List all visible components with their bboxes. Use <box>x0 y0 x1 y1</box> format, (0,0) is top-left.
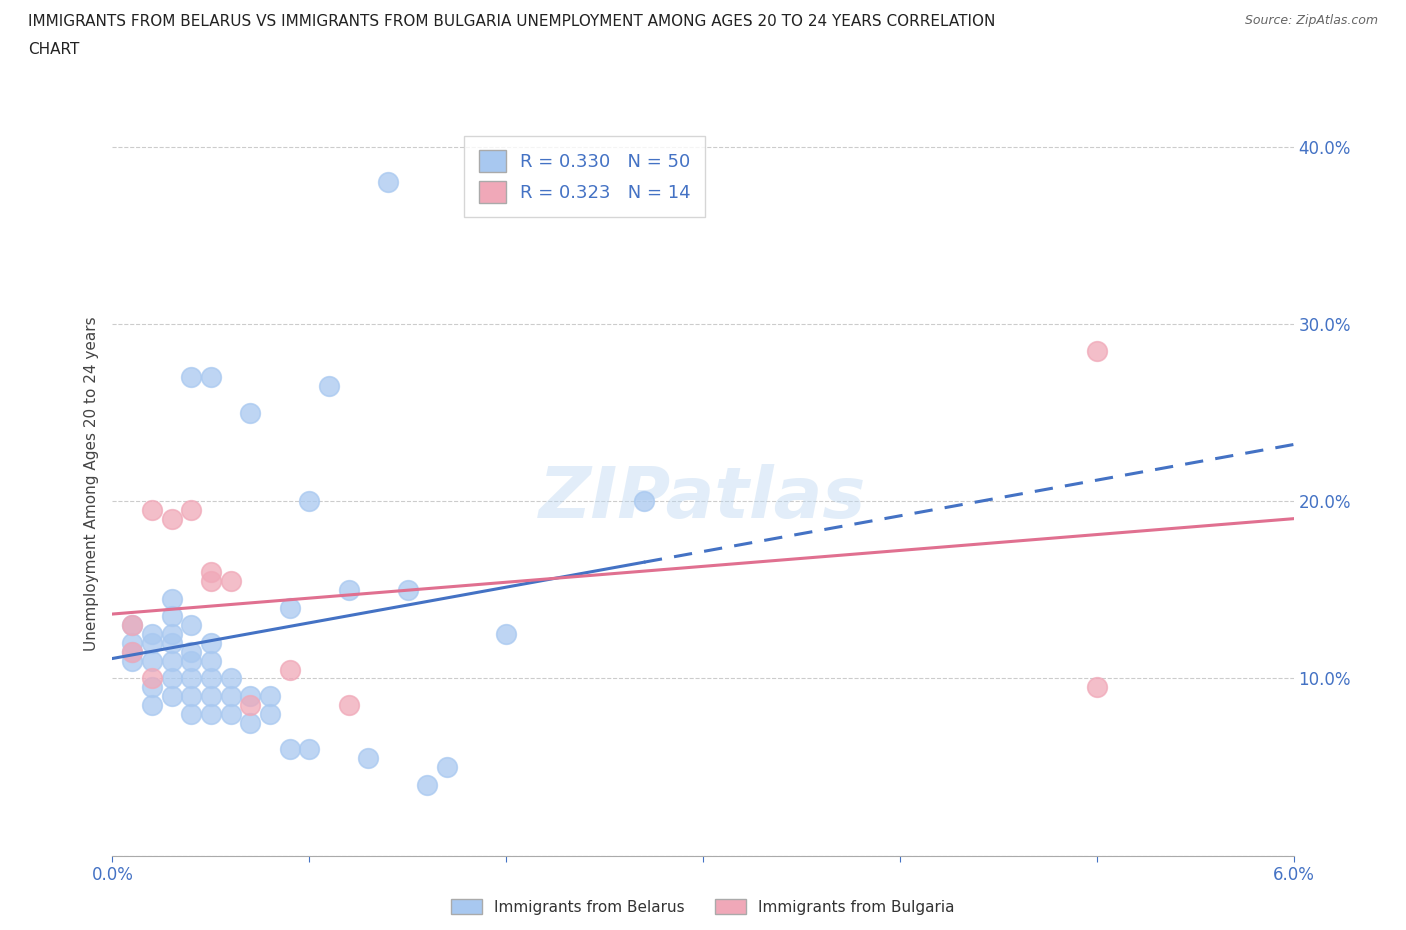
Point <box>160 671 183 686</box>
Text: IMMIGRANTS FROM BELARUS VS IMMIGRANTS FROM BULGARIA UNEMPLOYMENT AMONG AGES 20 T: IMMIGRANTS FROM BELARUS VS IMMIGRANTS FR… <box>28 14 995 29</box>
Point <box>357 751 380 765</box>
Point <box>239 698 262 712</box>
Legend: R = 0.330   N = 50, R = 0.323   N = 14: R = 0.330 N = 50, R = 0.323 N = 14 <box>464 136 706 218</box>
Y-axis label: Unemployment Among Ages 20 to 24 years: Unemployment Among Ages 20 to 24 years <box>83 316 98 651</box>
Point <box>180 689 202 704</box>
Point <box>633 494 655 509</box>
Point <box>200 574 222 589</box>
Point <box>180 503 202 518</box>
Point <box>318 379 340 393</box>
Point <box>141 698 163 712</box>
Point <box>200 635 222 650</box>
Point <box>200 689 222 704</box>
Point <box>121 618 143 632</box>
Point <box>239 689 262 704</box>
Point <box>121 644 143 659</box>
Point <box>180 370 202 385</box>
Point <box>180 653 202 668</box>
Point <box>337 582 360 597</box>
Point <box>160 591 183 606</box>
Point <box>239 405 262 420</box>
Point <box>416 777 439 792</box>
Text: ZIPatlas: ZIPatlas <box>540 464 866 533</box>
Point <box>219 689 242 704</box>
Point <box>1085 680 1108 695</box>
Point <box>180 671 202 686</box>
Point <box>160 627 183 642</box>
Point <box>141 671 163 686</box>
Point <box>337 698 360 712</box>
Point <box>141 627 163 642</box>
Point <box>121 618 143 632</box>
Point <box>278 742 301 757</box>
Point <box>259 707 281 722</box>
Point <box>160 635 183 650</box>
Point <box>1085 343 1108 358</box>
Point <box>160 609 183 624</box>
Point <box>160 689 183 704</box>
Point <box>141 653 163 668</box>
Point <box>141 503 163 518</box>
Point <box>180 644 202 659</box>
Point <box>219 671 242 686</box>
Point <box>239 715 262 730</box>
Point <box>141 635 163 650</box>
Point <box>278 662 301 677</box>
Point <box>298 494 321 509</box>
Point <box>121 644 143 659</box>
Point <box>200 370 222 385</box>
Point <box>200 671 222 686</box>
Point <box>200 707 222 722</box>
Text: CHART: CHART <box>28 42 80 57</box>
Point <box>121 635 143 650</box>
Point <box>200 565 222 579</box>
Legend: Immigrants from Belarus, Immigrants from Bulgaria: Immigrants from Belarus, Immigrants from… <box>444 891 962 923</box>
Point <box>219 707 242 722</box>
Point <box>180 707 202 722</box>
Point <box>160 512 183 526</box>
Point <box>377 175 399 190</box>
Point <box>396 582 419 597</box>
Point <box>141 680 163 695</box>
Point <box>121 653 143 668</box>
Point <box>160 653 183 668</box>
Point <box>436 760 458 775</box>
Text: Source: ZipAtlas.com: Source: ZipAtlas.com <box>1244 14 1378 27</box>
Point <box>259 689 281 704</box>
Point <box>180 618 202 632</box>
Point <box>298 742 321 757</box>
Point <box>219 574 242 589</box>
Point <box>495 627 517 642</box>
Point <box>278 600 301 615</box>
Point <box>200 653 222 668</box>
